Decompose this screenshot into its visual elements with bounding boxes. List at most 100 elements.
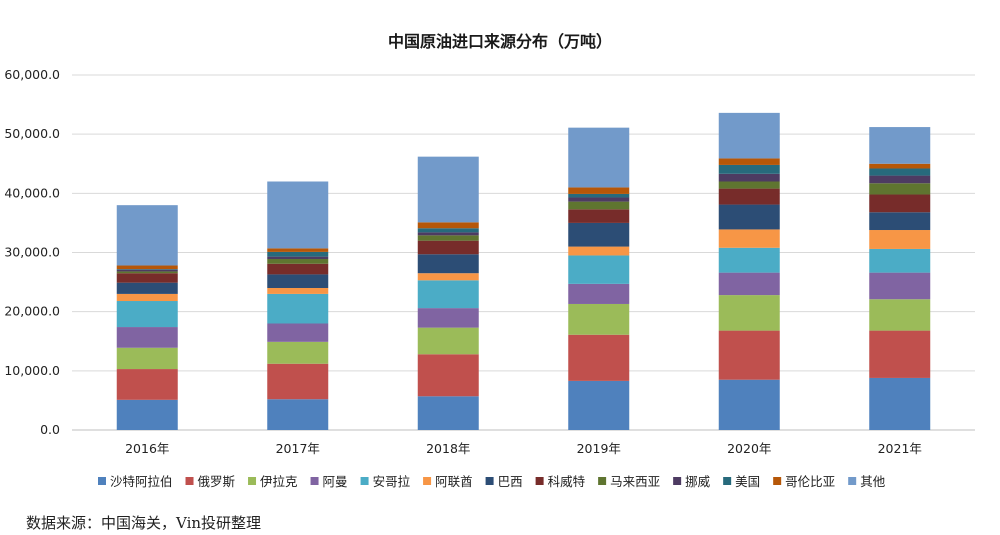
bar-segment (116, 269, 178, 272)
legend-label: 沙特阿拉伯 (110, 474, 173, 489)
bar-segment (718, 247, 780, 273)
legend-swatch (98, 477, 106, 485)
bar-segment (568, 127, 630, 188)
bar-segment (267, 363, 329, 400)
bar-segment (718, 164, 780, 174)
legend-swatch (673, 477, 682, 485)
bar-segment (417, 354, 479, 397)
bar-segment (116, 369, 178, 400)
x-tick-label: 2017年 (276, 441, 320, 456)
bar-segment (718, 379, 780, 430)
bar-segment (417, 240, 479, 255)
bar-segment (116, 271, 178, 274)
bar-segment (869, 330, 931, 378)
bar-segment (718, 112, 780, 159)
legend-item: 阿曼 (310, 474, 348, 489)
x-tick-label: 2016年 (125, 441, 169, 456)
bar-segment (267, 399, 329, 430)
bar-stack (718, 112, 780, 430)
bar-segment (417, 156, 479, 223)
bar-segment (718, 188, 780, 205)
bar-segment (267, 248, 329, 252)
y-tick-label: 10,000.0 (4, 363, 60, 378)
legend-item: 其他 (848, 474, 886, 489)
bar-segment (718, 181, 780, 189)
bar-stack (568, 127, 630, 430)
bar-segment (116, 293, 178, 302)
legend-item: 安哥拉 (360, 474, 411, 489)
bar-stack (267, 181, 329, 430)
bar-segment (568, 334, 630, 381)
bar-stack (116, 205, 178, 430)
bar-segment (116, 347, 178, 370)
bar-segment (417, 235, 479, 241)
bar-segment (116, 327, 178, 348)
x-axis: 2016年 2017年 2018年 2019年 2020年 2021年 (125, 441, 922, 456)
bar-segment (417, 222, 479, 229)
bar-segment (869, 183, 931, 195)
bar-segment (869, 230, 931, 249)
bar-stack (417, 156, 479, 430)
bar-segment (267, 341, 329, 364)
y-axis: 0.0 10,000.0 20,000.0 30,000.0 40,000.0 50,00… (4, 67, 60, 437)
legend-label: 其他 (860, 474, 886, 489)
legend-item: 阿联酋 (423, 474, 473, 489)
legend-item: 巴西 (485, 474, 523, 489)
bar-segment (267, 274, 329, 288)
bar-segment (417, 308, 479, 328)
bar-segment (568, 222, 630, 247)
bar-segment (869, 163, 931, 169)
bar-stack (869, 127, 931, 430)
y-tick-label: 60,000.0 (4, 67, 60, 82)
bar-segment (116, 282, 178, 294)
bar-segment (116, 273, 178, 283)
bar-segment (718, 295, 780, 331)
bar-segment (869, 248, 931, 273)
legend-label: 安哥拉 (373, 474, 411, 489)
legend-swatch (773, 477, 782, 485)
bar-segment (267, 288, 329, 294)
legend-item: 伊拉克 (248, 474, 298, 489)
x-tick-label: 2019年 (577, 441, 621, 456)
legend-label: 美国 (735, 474, 760, 489)
bar-segment (417, 327, 479, 355)
legend-label: 俄罗斯 (198, 474, 236, 489)
x-tick-label: 2021年 (878, 441, 922, 456)
legend-label: 马来西亚 (610, 474, 660, 489)
legend-item: 挪威 (673, 474, 711, 489)
bar-segment (267, 256, 329, 260)
bar-segment (116, 269, 178, 270)
legend-label: 阿联酋 (435, 474, 473, 489)
legend-label: 科威特 (548, 474, 586, 489)
legend-swatch (310, 477, 319, 485)
x-tick-label: 2018年 (426, 441, 470, 456)
gridlines (72, 74, 975, 431)
legend-swatch (248, 477, 257, 485)
y-tick-label: 40,000.0 (4, 185, 60, 200)
legend-swatch (485, 477, 494, 485)
bar-segment (718, 204, 780, 230)
bar-segment (869, 175, 931, 184)
legend-swatch (598, 477, 607, 485)
chart-title: 中国原油进口来源分布（万吨） (388, 32, 612, 51)
legend-swatch (360, 477, 369, 485)
bar-segment (417, 280, 479, 309)
bar-segment (267, 263, 329, 275)
bar-segment (869, 272, 931, 300)
bar-segment (267, 259, 329, 264)
bar-segment (267, 293, 329, 324)
legend-item: 美国 (723, 474, 760, 489)
bar-segment (417, 273, 479, 281)
legend-item: 科威特 (535, 474, 586, 489)
bar-segment (116, 301, 178, 328)
bar-segment (417, 228, 479, 233)
bar-segment (116, 205, 178, 266)
bars (116, 112, 931, 430)
legend-item: 马来西亚 (598, 474, 660, 489)
bar-segment (869, 377, 931, 430)
bar-segment (568, 246, 630, 256)
bar-segment (869, 212, 931, 231)
legend: 沙特阿拉伯 俄罗斯 伊拉克 阿曼 安哥拉 阿联酋 巴西 科威特 马来西亚 挪威 美国 哥伦比亚 其他 (98, 474, 886, 489)
bar-segment (568, 303, 630, 335)
